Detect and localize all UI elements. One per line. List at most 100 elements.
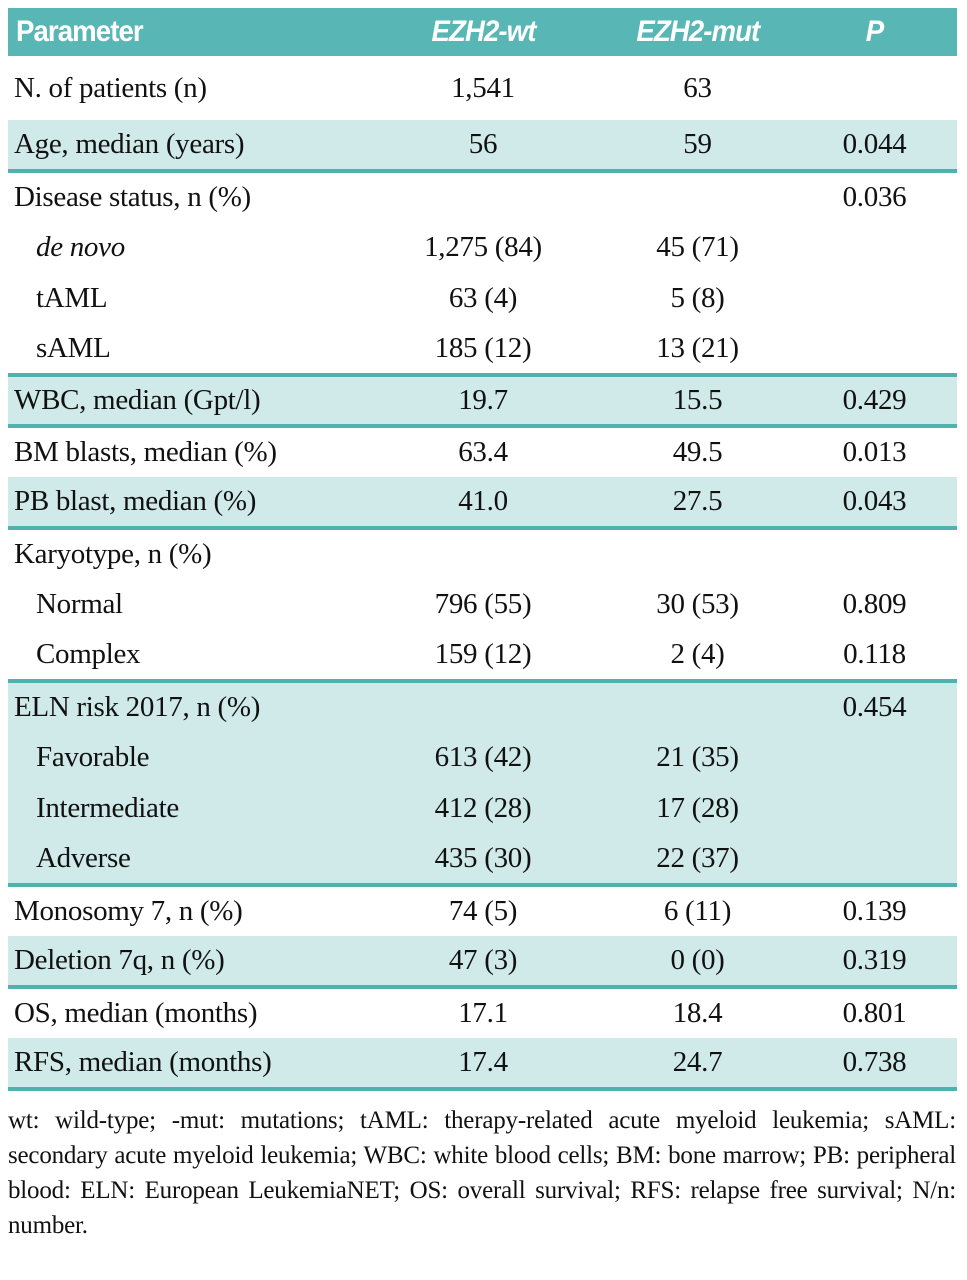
column-header-parameter: Parameter [8,8,363,56]
ezh2-wt-cell: 185 (12) [434,332,532,364]
ezh2-mut-cell: 24.7 [603,1038,792,1091]
p-value-cell: 0.118 [843,638,906,670]
p-value-cell [792,783,957,834]
table-row: Karyotype, n (%) [8,528,957,579]
ezh2-wt-cell: 19.7 [363,373,603,428]
ezh2-wt-cell: 17.4 [363,1038,603,1091]
table-row: WBC, median (Gpt/l) 19.7 15.5 0.429 [8,373,957,428]
parameter-cell: Deletion 7q, n (%) [8,936,363,989]
ezh2-wt-cell: 74 (5) [448,895,518,927]
parameter-cell: BM blasts, median (%) [14,436,277,468]
table-row: RFS, median (months) 17.4 24.7 0.738 [8,1038,957,1091]
ezh2-wt-cell: 159 (12) [434,638,532,670]
ezh2-mut-cell: 21 (35) [603,732,792,783]
ezh2-mut-cell: 17 (28) [603,783,792,834]
column-header-p-value-label: P [865,15,884,48]
ezh2-mut-cell: 49.5 [672,436,723,468]
ezh2-mut-cell: 63 [683,71,712,104]
column-header-parameter-label: Parameter [16,15,144,48]
ezh2-mut-cell: 13 (21) [656,332,739,364]
ezh2-wt-cell: 47 (3) [363,936,603,989]
ezh2-mut-cell: 30 (53) [656,588,739,620]
parameter-cell: Karyotype, n (%) [14,538,212,570]
ezh2-mut-cell: 22 (37) [603,834,792,887]
ezh2-mut-cell: 45 (71) [656,231,739,263]
p-value-cell [792,273,957,324]
column-header-ezh2-wt-label: EZH2-wt [431,15,536,48]
ezh2-mut-cell [603,679,792,732]
parameter-cell: de novo [36,231,125,263]
ezh2-mut-cell [603,171,792,222]
column-header-ezh2-wt: EZH2-wt [363,8,603,56]
table-row: tAML 63 (4) 5 (8) [8,273,957,324]
ezh2-wt-cell [363,171,603,222]
ezh2-wt-cell: 1,541 [451,71,515,104]
ezh2-wt-cell: 41.0 [363,477,603,530]
p-value-cell [792,528,957,579]
parameter-cell: Intermediate [8,783,363,834]
ezh2-mut-cell [603,528,792,579]
table-row: Favorable 613 (42) 21 (35) [8,732,957,783]
ezh2-wt-cell: 1,275 (84) [424,231,542,263]
parameter-cell: Normal [36,588,123,620]
ezh2-mut-cell: 18.4 [672,997,723,1029]
p-value-cell: 0.801 [842,997,907,1029]
p-value-cell [792,222,957,273]
parameter-cell: Age, median (years) [8,120,363,173]
p-value-cell: 0.738 [792,1038,957,1091]
parameter-cell: WBC, median (Gpt/l) [8,373,363,428]
table-row: N. of patients (n) 1,541 63 [8,56,957,120]
patient-characteristics-table: Parameter EZH2-wt EZH2-mut P N. of patie… [8,8,957,1091]
p-value-cell: 0.139 [842,895,907,927]
table-body: N. of patients (n) 1,541 63 Age, median (ye… [8,56,957,1091]
parameter-cell: Favorable [8,732,363,783]
column-header-ezh2-mut-label: EZH2-mut [636,15,760,48]
table-row: sAML 185 (12) 13 (21) [8,324,957,375]
parameter-cell: Complex [36,638,141,670]
table-row: Normal 796 (55) 30 (53) 0.809 [8,579,957,630]
parameter-cell: ELN risk 2017, n (%) [8,679,363,732]
ezh2-mut-cell: 5 (8) [670,282,725,314]
ezh2-wt-cell: 412 (28) [363,783,603,834]
ezh2-wt-cell: 435 (30) [363,834,603,887]
table-row: Age, median (years) 56 59 0.044 [8,120,957,173]
parameter-cell: RFS, median (months) [8,1038,363,1091]
table-row: Deletion 7q, n (%) 47 (3) 0 (0) 0.319 [8,936,957,989]
ezh2-mut-cell: 0 (0) [603,936,792,989]
table-row: BM blasts, median (%) 63.4 49.5 0.013 [8,426,957,477]
parameter-cell: PB blast, median (%) [8,477,363,530]
ezh2-wt-cell: 17.1 [458,997,508,1029]
table-row: de novo 1,275 (84) 45 (71) [8,222,957,273]
p-value-cell: 0.043 [792,477,957,530]
parameter-cell: tAML [36,282,108,314]
table-row: OS, median (months) 17.1 18.4 0.801 [8,987,957,1038]
parameter-cell: sAML [36,332,111,364]
ezh2-wt-cell [363,528,603,579]
ezh2-wt-cell: 63.4 [458,436,508,468]
table-row: Monosomy 7, n (%) 74 (5) 6 (11) 0.139 [8,885,957,936]
p-value-cell [792,324,957,375]
table-row: Complex 159 (12) 2 (4) 0.118 [8,630,957,681]
p-value-cell [792,56,957,120]
p-value-cell: 0.429 [792,373,957,428]
ezh2-wt-cell: 56 [363,120,603,173]
p-value-cell: 0.013 [842,436,907,468]
ezh2-wt-cell [363,679,603,732]
table-row: ELN risk 2017, n (%) 0.454 [8,679,957,732]
p-value-cell: 0.319 [792,936,957,989]
ezh2-mut-cell: 15.5 [603,373,792,428]
table-row: Disease status, n (%) 0.036 [8,171,957,222]
p-value-cell: 0.809 [842,588,907,620]
column-header-p-value: P [792,8,957,56]
parameter-cell: N. of patients (n) [14,71,207,104]
ezh2-wt-cell: 63 (4) [448,282,518,314]
ezh2-mut-cell: 2 (4) [670,638,725,670]
table-row: Adverse 435 (30) 22 (37) [8,834,957,887]
ezh2-mut-cell: 6 (11) [663,895,732,927]
table-row: Intermediate 412 (28) 17 (28) [8,783,957,834]
p-value-cell [792,732,957,783]
ezh2-mut-cell: 27.5 [603,477,792,530]
p-value-cell [792,834,957,887]
ezh2-wt-cell: 613 (42) [363,732,603,783]
